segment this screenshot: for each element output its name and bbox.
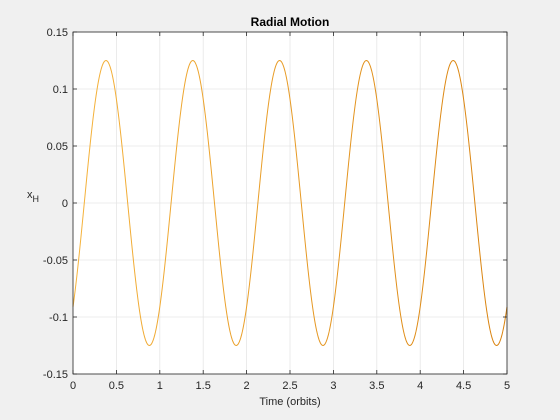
series-line (72, 60, 508, 346)
x-tick-label: 2 (244, 380, 250, 392)
y-tick-label: -0.1 (49, 312, 68, 324)
y-axis-label-subscript: H (33, 194, 40, 204)
x-tick-label: 0.5 (109, 380, 124, 392)
x-tick-label: 4.5 (456, 380, 471, 392)
y-axis-label: xH (27, 189, 39, 204)
y-tick-label: 0 (62, 198, 68, 210)
x-tick-label: 3 (330, 380, 336, 392)
x-tick-label: 0 (70, 380, 76, 392)
x-tick-label: 2.5 (282, 380, 297, 392)
y-tick-labels: 0.15 0.1 0.05 0 -0.05 -0.1 -0.15 (43, 27, 68, 381)
x-tick-labels: 0 0.5 1 1.5 2 2.5 3 3.5 4 4.5 5 (70, 380, 510, 392)
series-group (72, 60, 508, 346)
y-tick-label: 0.1 (53, 84, 68, 96)
x-tick-label: 4 (417, 380, 423, 392)
y-tick-label: 0.15 (47, 27, 68, 39)
x-tick-label: 5 (504, 380, 510, 392)
y-tick-label: -0.15 (43, 369, 68, 381)
y-tick-label: -0.05 (43, 255, 68, 267)
x-tick-label: 1 (157, 380, 163, 392)
x-axis-label: Time (orbits) (259, 396, 320, 408)
axis-ticks (72, 31, 508, 375)
chart-title: Radial Motion (251, 15, 330, 29)
y-axis-label-main: x (27, 189, 33, 201)
svg-text:xH: xH (27, 189, 39, 204)
x-tick-label: 1.5 (196, 380, 211, 392)
y-tick-label: 0.05 (47, 141, 68, 153)
x-tick-label: 3.5 (369, 380, 384, 392)
